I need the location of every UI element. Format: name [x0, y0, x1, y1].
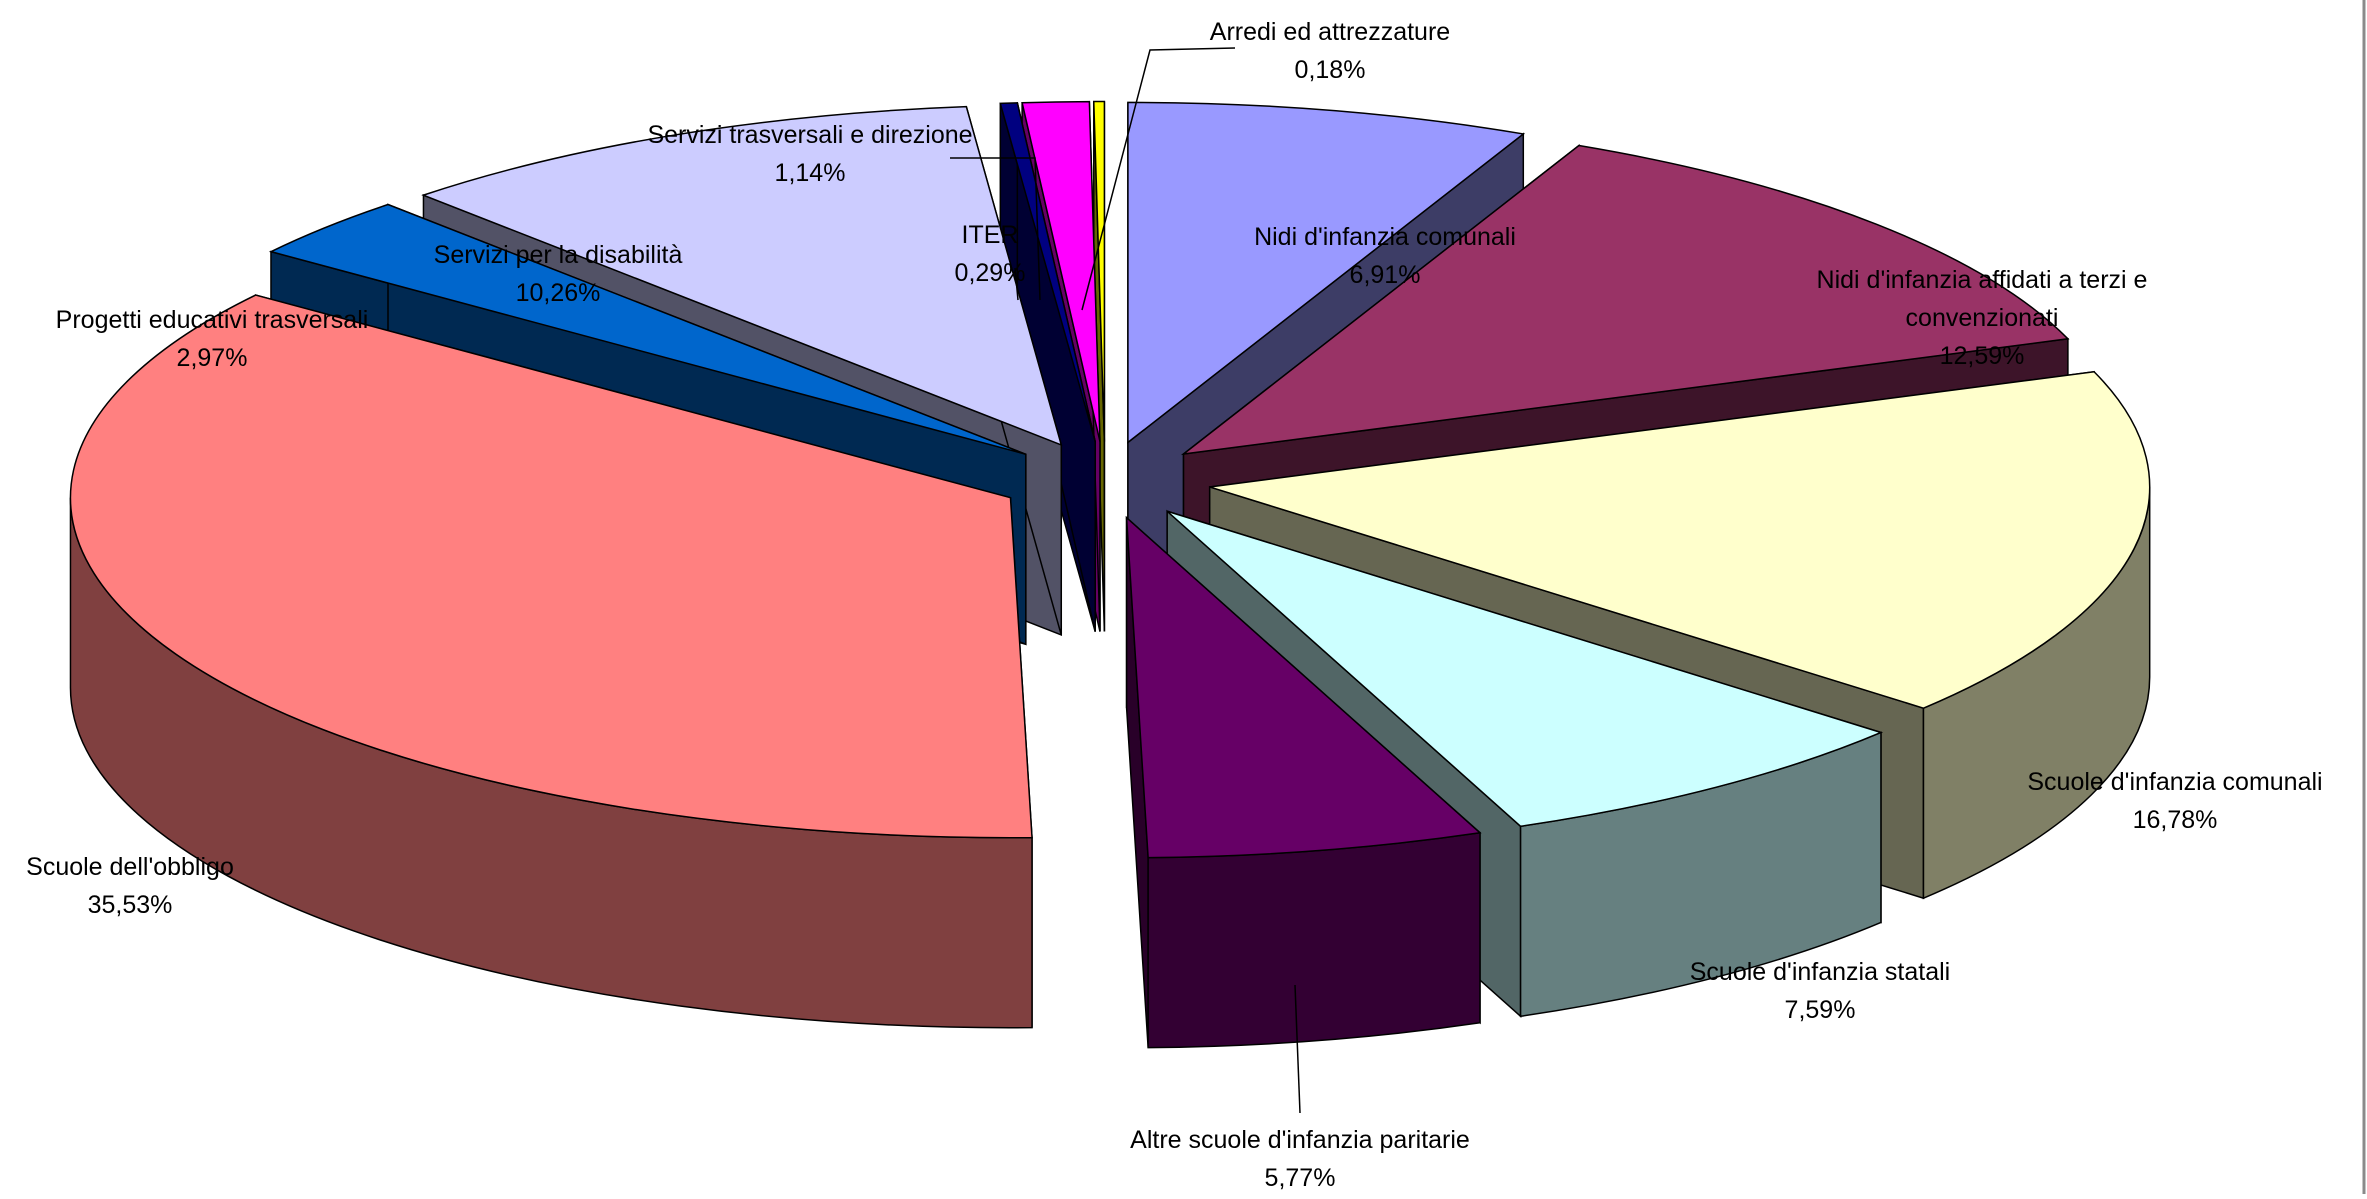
data-label-value-altre-scuole-d-infanzia-paritarie: 5,77%: [1265, 1164, 1336, 1192]
data-label-value-iter: 0,29%: [955, 259, 1026, 287]
data-label-category-servizi-per-la-disabilit: Servizi per la disabilità: [434, 241, 683, 269]
data-label-servizi-trasversali-e-direzione: Servizi trasversali e direzione 1,14%: [647, 121, 972, 187]
data-label-altre-scuole-d-infanzia-paritarie: Altre scuole d'infanzia paritarie 5,77%: [1130, 1126, 1470, 1192]
pie-slice-iter: [999, 102, 1096, 632]
pie-slice-top-scuole-d-infanzia-comunali: [1209, 370, 2151, 709]
pie-slice-top-scuole-d-infanzia-statali: [1166, 510, 1884, 828]
data-label-value-arredi-ed-attrezzature: 0,18%: [1295, 56, 1366, 84]
data-label-value-scuole-dell-obbligo: 35,53%: [88, 891, 173, 919]
data-label-progetti-educativi-trasversali: Progetti educativi trasversali 2,97%: [56, 306, 369, 372]
data-label-nidi-d-infanzia-affidati-a-terzi-e-convenzionati: Nidi d'infanzia affidati a terzi e conven…: [1817, 266, 2148, 370]
data-label-value-scuole-d-infanzia-statali: 7,59%: [1785, 996, 1856, 1024]
leader-line-arredi-ed-attrezzature: [1081, 47, 1236, 311]
leader-line-altre-scuole-d-infanzia-paritarie: [1294, 984, 1301, 1114]
leader-line-servizi-trasversali-e-direzione: [950, 157, 1041, 301]
data-label-nidi-d-infanzia-comunali: Nidi d'infanzia comunali 6,91%: [1254, 223, 1516, 289]
data-label-category-progetti-educativi-trasversali: Progetti educativi trasversali: [56, 306, 369, 334]
pie-slice-side-altre-scuole-d-infanzia-paritarie: [1147, 831, 1481, 1049]
pie-slice-sides: [69, 100, 2151, 1049]
pie-slice-top-iter: [999, 102, 1096, 442]
data-label-category-nidi-d-infanzia-affidati-a-terzi-e-convenzionati: convenzionati: [1906, 304, 2059, 332]
data-label-category-scuole-d-infanzia-comunali: Scuole d'infanzia comunali: [2027, 768, 2322, 796]
data-label-scuole-dell-obbligo: Scuole dell'obbligo 35,53%: [26, 853, 234, 919]
pie-slice-top-progetti-educativi-trasversali: [268, 203, 1027, 455]
data-label-category-servizi-trasversali-e-direzione: Servizi trasversali e direzione: [647, 121, 972, 149]
data-label-value-progetti-educativi-trasversali: 2,97%: [177, 344, 248, 372]
data-label-scuole-d-infanzia-statali: Scuole d'infanzia statali 7,59%: [1690, 958, 1951, 1024]
data-label-category-scuole-d-infanzia-statali: Scuole d'infanzia statali: [1690, 958, 1951, 986]
data-label-value-nidi-d-infanzia-affidati-a-terzi-e-convenzionati: 12,59%: [1940, 342, 2025, 370]
pie-slice-top-altre-scuole-d-infanzia-paritarie: [1125, 515, 1482, 859]
pie-slice-top-servizi-per-la-disabilit: [421, 105, 1063, 447]
data-label-scuole-d-infanzia-comunali: Scuole d'infanzia comunali 16,78%: [2027, 768, 2322, 834]
data-label-category-altre-scuole-d-infanzia-paritarie: Altre scuole d'infanzia paritarie: [1130, 1126, 1470, 1154]
leader-lines: [950, 47, 1301, 1114]
data-label-category-iter: ITER: [962, 221, 1019, 249]
pie-slice-altre-scuole-d-infanzia-paritarie: [1125, 515, 1482, 1049]
pie-slice-top-nidi-d-infanzia-comunali: [1127, 101, 1526, 444]
leader-line-iter: [1014, 267, 1019, 301]
pie-slice-arredi-ed-attrezzature: [1092, 100, 1106, 632]
pie-slice-top-nidi-d-infanzia-affidati-a-terzi-e-convenzionati: [1180, 144, 2070, 456]
data-label-category-nidi-d-infanzia-affidati-a-terzi-e-convenzionati: Nidi d'infanzia affidati a terzi e: [1817, 266, 2148, 294]
data-label-iter: ITER 0,29%: [955, 221, 1026, 287]
data-label-servizi-per-la-disabilit: Servizi per la disabilità 10,26%: [434, 241, 683, 307]
data-label-arredi-ed-attrezzature: Arredi ed attrezzature 0,18%: [1210, 18, 1450, 84]
data-label-value-nidi-d-infanzia-comunali: 6,91%: [1350, 261, 1421, 289]
data-label-category-arredi-ed-attrezzature: Arredi ed attrezzature: [1210, 18, 1450, 46]
data-label-category-nidi-d-infanzia-comunali: Nidi d'infanzia comunali: [1254, 223, 1516, 251]
pie-slice-top-servizi-trasversali-e-direzione: [1021, 100, 1101, 442]
pie-slice-top-arredi-ed-attrezzature: [1092, 100, 1106, 442]
data-label-value-servizi-trasversali-e-direzione: 1,14%: [775, 159, 846, 187]
pie-slice-scuole-dell-obbligo: [69, 294, 1033, 1029]
data-label-value-servizi-per-la-disabilit: 10,26%: [516, 279, 601, 307]
pie-slice-top-scuole-dell-obbligo: [69, 294, 1033, 839]
data-label-category-scuole-dell-obbligo: Scuole dell'obbligo: [26, 853, 234, 881]
data-label-value-scuole-d-infanzia-comunali: 16,78%: [2133, 806, 2218, 834]
